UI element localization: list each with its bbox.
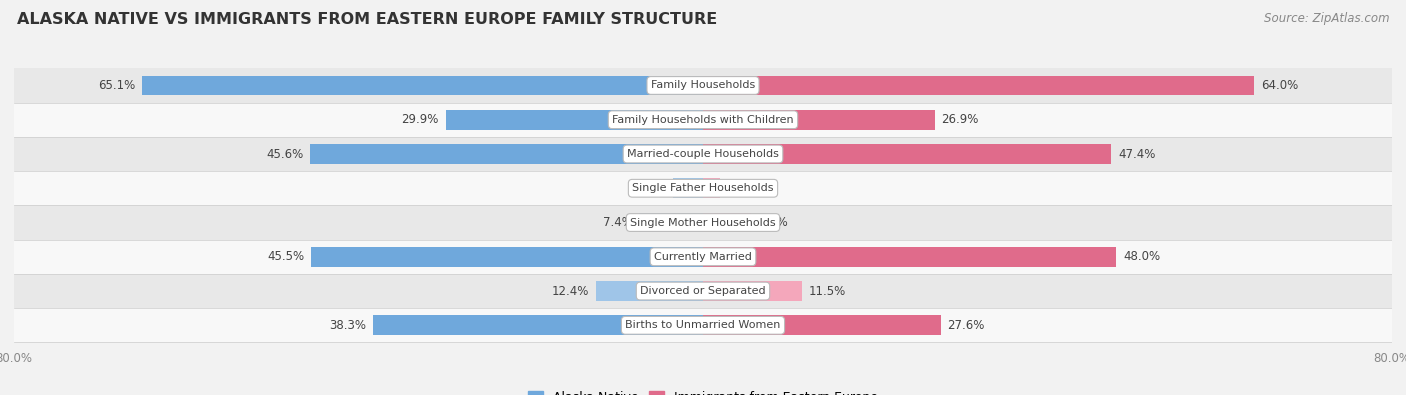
Bar — [596, 281, 703, 301]
Bar — [703, 315, 941, 335]
Text: Births to Unmarried Women: Births to Unmarried Women — [626, 320, 780, 330]
Bar — [14, 205, 1392, 240]
Bar — [14, 274, 1392, 308]
Text: 65.1%: 65.1% — [98, 79, 135, 92]
Bar — [703, 178, 720, 198]
Bar — [703, 247, 1116, 267]
Bar — [14, 103, 1392, 137]
Text: Divorced or Separated: Divorced or Separated — [640, 286, 766, 296]
Text: 29.9%: 29.9% — [401, 113, 439, 126]
Bar — [14, 240, 1392, 274]
Text: 48.0%: 48.0% — [1123, 250, 1160, 263]
Bar — [14, 68, 1392, 103]
Text: 5.6%: 5.6% — [758, 216, 787, 229]
Bar — [311, 247, 703, 267]
Text: 45.6%: 45.6% — [266, 147, 304, 160]
Text: 45.5%: 45.5% — [267, 250, 304, 263]
Bar — [703, 110, 935, 130]
Bar — [703, 213, 751, 233]
Text: 26.9%: 26.9% — [942, 113, 979, 126]
Bar — [673, 178, 703, 198]
Text: Single Mother Households: Single Mother Households — [630, 218, 776, 228]
Text: 7.4%: 7.4% — [603, 216, 633, 229]
Legend: Alaska Native, Immigrants from Eastern Europe: Alaska Native, Immigrants from Eastern E… — [529, 391, 877, 395]
Text: ALASKA NATIVE VS IMMIGRANTS FROM EASTERN EUROPE FAMILY STRUCTURE: ALASKA NATIVE VS IMMIGRANTS FROM EASTERN… — [17, 12, 717, 27]
Bar — [703, 75, 1254, 96]
Text: 27.6%: 27.6% — [948, 319, 986, 332]
Bar — [14, 308, 1392, 342]
Text: 38.3%: 38.3% — [329, 319, 367, 332]
Bar — [142, 75, 703, 96]
Text: 2.0%: 2.0% — [727, 182, 756, 195]
Bar — [703, 281, 801, 301]
Bar — [311, 144, 703, 164]
Text: Married-couple Households: Married-couple Households — [627, 149, 779, 159]
Text: Source: ZipAtlas.com: Source: ZipAtlas.com — [1264, 12, 1389, 25]
Bar — [703, 144, 1111, 164]
Bar — [446, 110, 703, 130]
Text: 47.4%: 47.4% — [1118, 147, 1156, 160]
Text: 64.0%: 64.0% — [1261, 79, 1298, 92]
Text: Family Households: Family Households — [651, 81, 755, 90]
Bar — [373, 315, 703, 335]
Bar — [640, 213, 703, 233]
Text: 12.4%: 12.4% — [553, 284, 589, 297]
Text: 11.5%: 11.5% — [808, 284, 846, 297]
Text: 3.5%: 3.5% — [637, 182, 666, 195]
Bar — [14, 171, 1392, 205]
Text: Family Households with Children: Family Households with Children — [612, 115, 794, 125]
Text: Single Father Households: Single Father Households — [633, 183, 773, 193]
Bar — [14, 137, 1392, 171]
Text: Currently Married: Currently Married — [654, 252, 752, 262]
